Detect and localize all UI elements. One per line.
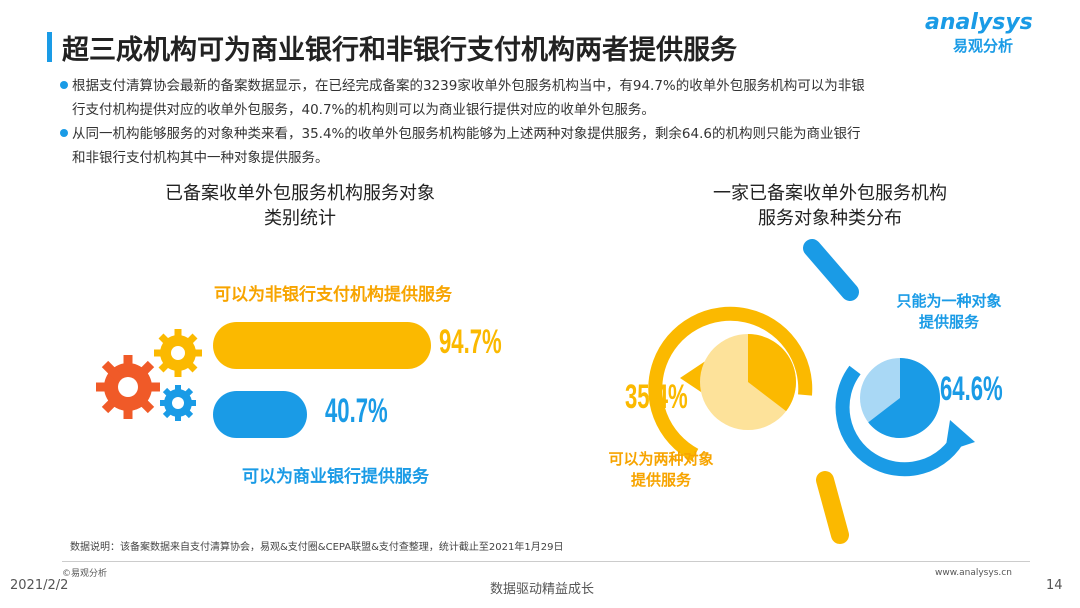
data-note: 数据说明：该备案数据来自支付清算协会，易观&支付圈&CEPA联盟&支付查整理，统… [70,542,564,553]
footer-divider [62,561,1030,562]
yellow-ring [648,306,813,462]
bullet-dot-icon [60,81,68,89]
magnifier-handle-bottom [816,471,849,544]
gears-icon [96,329,202,421]
blue-ring [835,365,967,477]
bullet-text: 行支付机构提供对应的收单外包服务，40.7%的机构则可以为商业银行提供对应的收单… [72,102,655,118]
pie-slice-one [868,358,940,438]
copyright: ©易观分析 [62,569,108,579]
pie-value-one: 64.6% [940,370,1003,408]
pie-value-two: 35.4% [625,378,688,416]
bar-bank [213,391,307,438]
bar-chart-title: 已备案收单外包服务机构服务对象 类别统计 [165,183,435,229]
bullet-text: 根据支付清算协会最新的备案数据显示，在已经完成备案的3239家收单外包服务机构当… [72,78,865,94]
bar-label-nonbank: 可以为非银行支付机构提供服务 [214,285,452,305]
slogan: 数据驱动精益成长 [490,582,595,597]
pie-slice-two [748,334,796,412]
pie-chart-title: 一家已备案收单外包服务机构 服务对象种类分布 [713,183,947,229]
logo-en: analysys [925,10,1033,35]
website-link[interactable]: www.analysys.cn [935,568,1012,578]
bullet-dot-icon [60,129,68,137]
bar-value-bank: 40.7% [324,392,388,430]
pie-label-two: 可以为两种对象 提供服务 [608,450,714,489]
bar-label-bank: 可以为商业银行提供服务 [242,467,429,487]
title-accent-bar [47,32,52,62]
date: 2021/2/2 [10,578,69,593]
bullet-1: 根据支付清算协会最新的备案数据显示，在已经完成备案的3239家收单外包服务机构当… [60,74,1020,122]
bar-value-nonbank: 94.7% [438,323,502,361]
logo: analysys 易观分析 [925,10,1035,60]
bullet-text: 从同一机构能够服务的对象种类来看，35.4%的收单外包服务机构能够为上述两种对象… [72,126,861,142]
arrow-icon [945,420,975,452]
bullet-text: 和非银行支付机构其中一种对象提供服务。 [72,150,329,166]
page-number: 14 [1046,578,1063,593]
logo-cn: 易观分析 [953,37,1014,55]
bullet-2: 从同一机构能够服务的对象种类来看，35.4%的收单外包服务机构能够为上述两种对象… [60,122,1020,170]
pie-label-one: 只能为一种对象 提供服务 [896,292,1002,331]
magnifier-handle-top [803,239,859,301]
magnifier-pie [648,239,975,544]
bar-nonbank [213,322,431,369]
page-title: 超三成机构可为商业银行和非银行支付机构两者提供服务 [62,35,737,66]
